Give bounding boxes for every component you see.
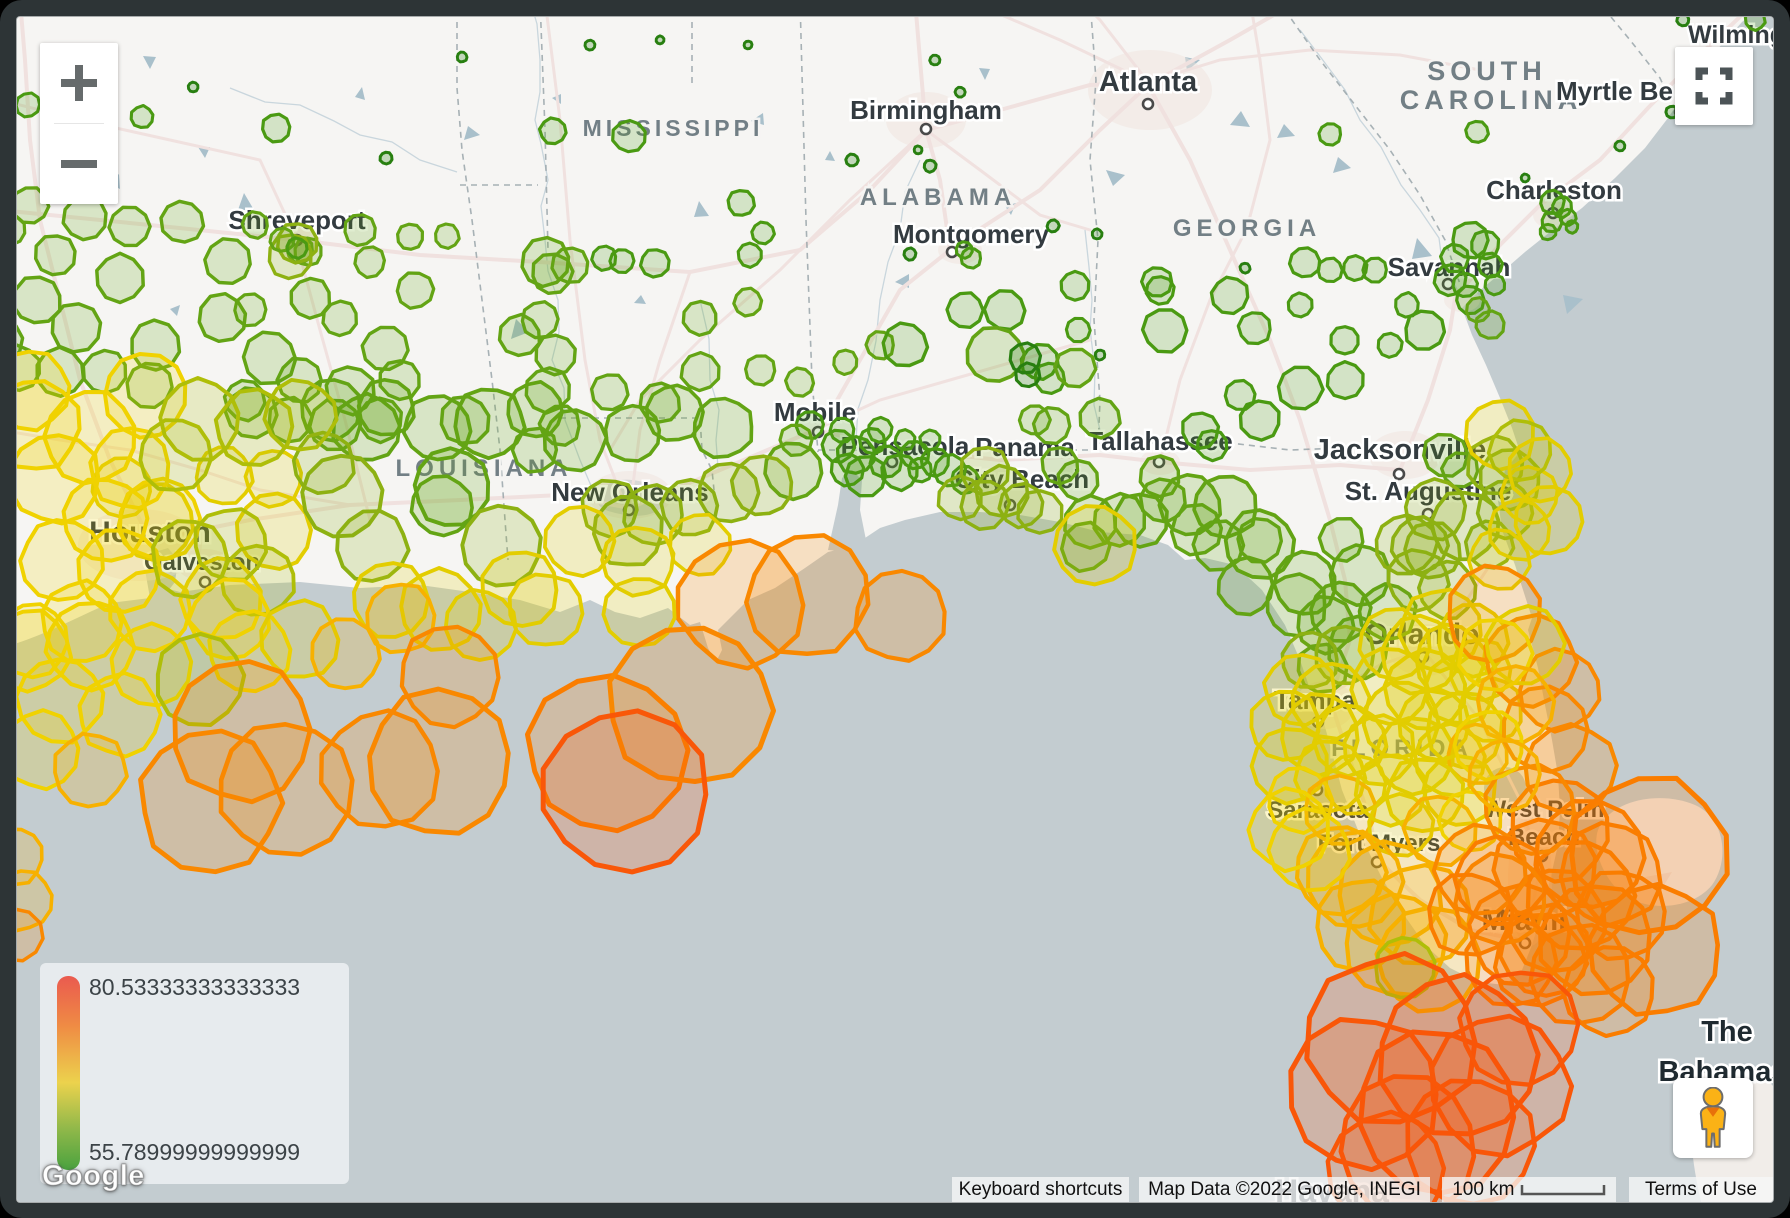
svg-text:CAROLINA: CAROLINA <box>1400 85 1583 115</box>
svg-text:LOUISIANA: LOUISIANA <box>396 455 573 482</box>
svg-text:Panama: Panama <box>975 432 1075 462</box>
svg-text:Myrtle Be: Myrtle Be <box>1556 76 1673 106</box>
svg-text:Savannah: Savannah <box>1388 252 1511 282</box>
svg-text:ALABAMA: ALABAMA <box>860 184 1016 211</box>
svg-text:Atlanta: Atlanta <box>1099 66 1198 98</box>
svg-text:GEORGIA: GEORGIA <box>1173 215 1321 242</box>
svg-text:Wilmingt: Wilmingt <box>1688 21 1773 49</box>
svg-text:Tallahassee: Tallahassee <box>1087 426 1233 456</box>
svg-text:SOUTH: SOUTH <box>1427 56 1547 86</box>
svg-text:Birmingham: Birmingham <box>850 95 1002 125</box>
svg-text:MISSISSIPPI: MISSISSIPPI <box>583 115 764 141</box>
svg-text:The: The <box>1701 1016 1753 1048</box>
